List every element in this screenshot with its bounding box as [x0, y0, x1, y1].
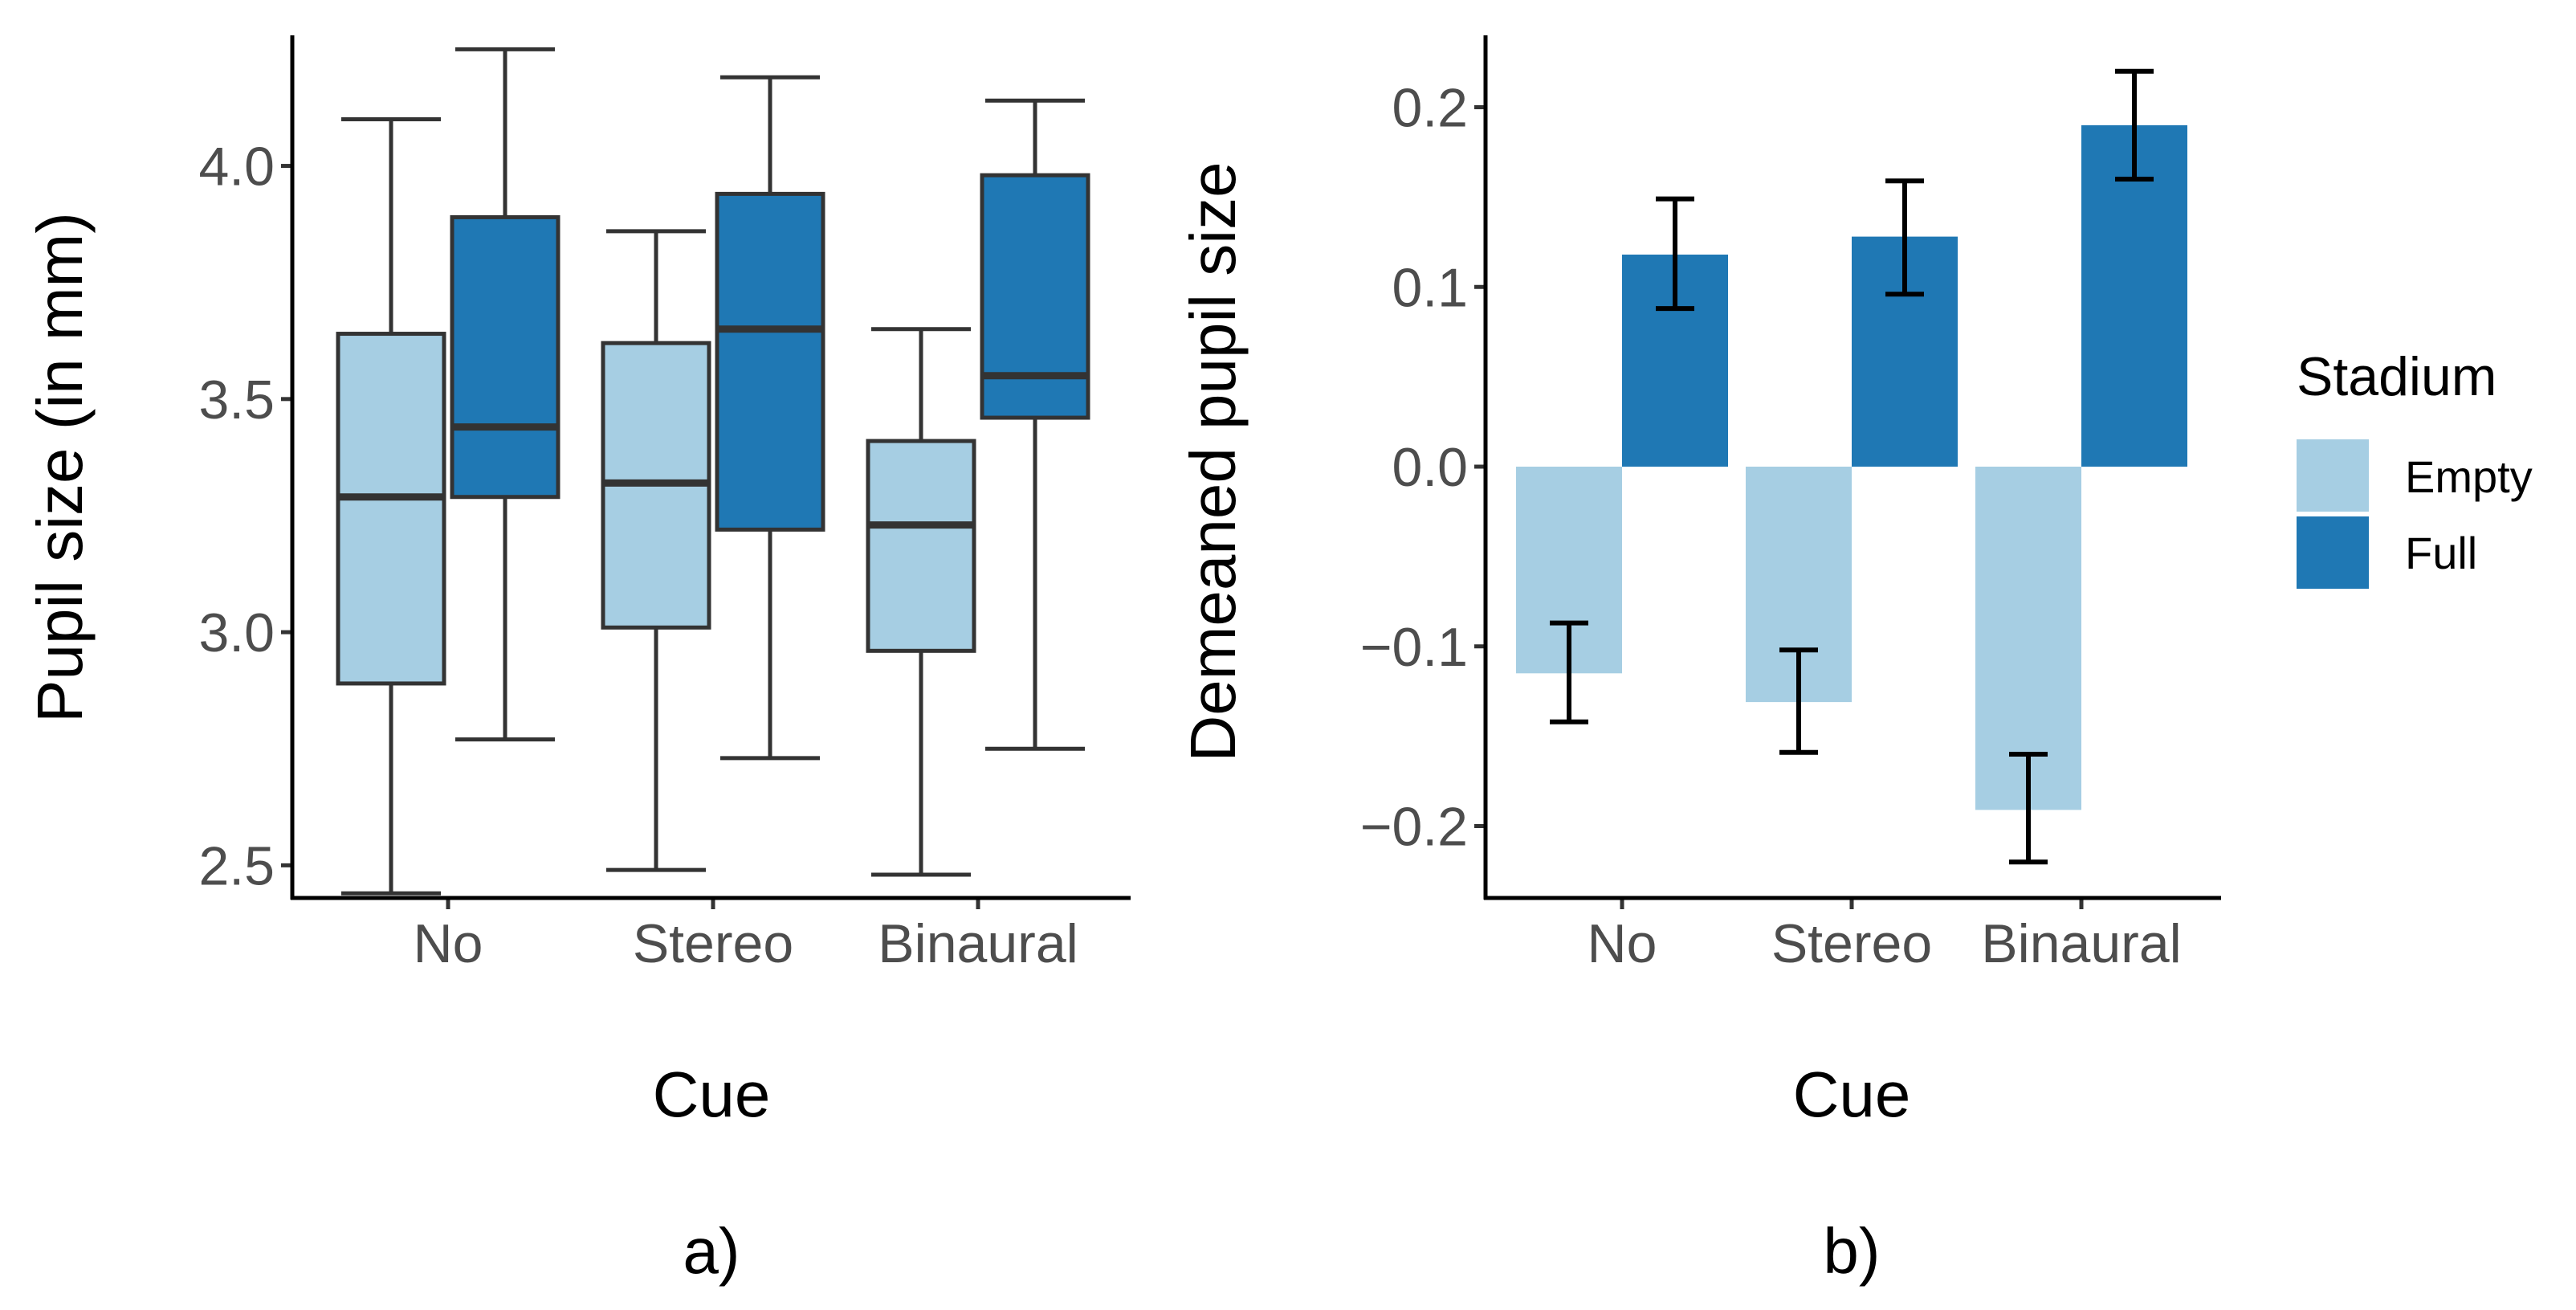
b-ytick-label: −0.1 [1360, 617, 1468, 678]
panel-a-x-ticks: No Stereo Binaural [414, 898, 1078, 974]
panel-b-barplot: −0.2 −0.1 0.0 0.1 0.2 No Stereo Binaural Cue D… [1177, 35, 2221, 1287]
panel-a-y-axis-title: Pupil size (in mm) [24, 212, 96, 723]
panel-b-y-ticks: −0.2 −0.1 0.0 0.1 0.2 [1360, 78, 1486, 858]
a-no-empty-box [336, 332, 446, 686]
legend-title: Stadium [2297, 346, 2497, 407]
panel-b-x-ticks: No Stereo Binaural [1588, 898, 2182, 974]
b-ytick-label: −0.2 [1360, 797, 1468, 858]
legend-swatch-full [2297, 516, 2369, 589]
a-binaural-empty-box [866, 439, 976, 653]
panel-b-bars [1516, 124, 2187, 810]
a-xtick-label: Binaural [878, 913, 1078, 974]
panel-b-x-axis-title: Cue [1793, 1059, 1911, 1130]
a-no-full-box [450, 214, 560, 500]
panel-a-boxes [336, 47, 1090, 896]
panel-a-x-axis-title: Cue [653, 1059, 771, 1130]
legend-label-empty: Empty [2405, 451, 2533, 502]
b-ytick-label: 0.1 [1392, 257, 1468, 318]
legend-label-full: Full [2405, 528, 2477, 578]
a-ytick-label: 3.5 [198, 369, 275, 431]
legend: Stadium Empty Full [2297, 346, 2533, 589]
a-binaural-full-box [980, 173, 1090, 420]
panel-b-error-bars [1550, 68, 2154, 865]
panel-b-y-axis-title: Demeaned pupil size [1177, 161, 1249, 761]
panel-b-label: b) [1823, 1215, 1880, 1287]
legend-swatch-empty [2297, 439, 2369, 512]
a-ytick-label: 3.0 [198, 602, 275, 663]
b-ytick-label: 0.0 [1392, 437, 1468, 498]
a-stereo-full-box [715, 191, 825, 532]
a-xtick-label: No [414, 913, 483, 974]
panel-a-label: a) [683, 1215, 740, 1287]
a-ytick-label: 2.5 [198, 835, 275, 896]
panel-a-boxplot: 2.5 3.0 3.5 4.0 No Stereo Binaural Cue Pupil … [24, 35, 1131, 1287]
b-ytick-label: 0.2 [1392, 78, 1468, 139]
a-xtick-label: Stereo [633, 913, 793, 974]
b-binaural-full-bar [2081, 124, 2187, 467]
b-xtick-label: No [1588, 913, 1657, 974]
b-xtick-label: Stereo [1771, 913, 1932, 974]
a-ytick-label: 4.0 [198, 137, 275, 198]
panel-a-y-ticks: 2.5 3.0 3.5 4.0 [198, 137, 292, 896]
b-xtick-label: Binaural [1981, 913, 2182, 974]
